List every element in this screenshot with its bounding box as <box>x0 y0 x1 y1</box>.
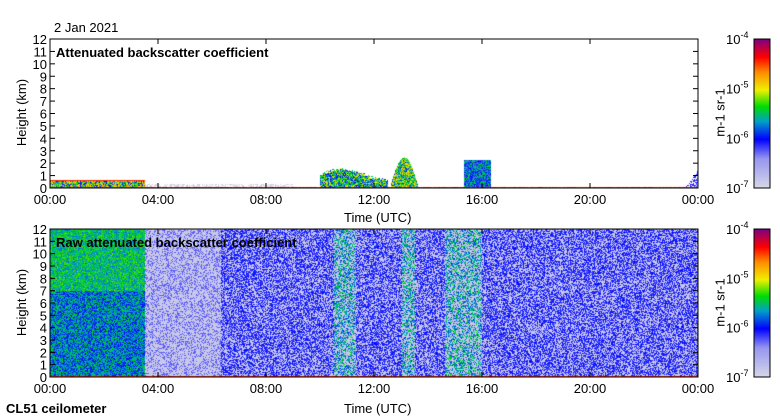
colorbar-frame <box>753 38 771 189</box>
x-tick-label: 08:00 <box>250 192 283 207</box>
x-tick-label: 00:00 <box>682 192 715 207</box>
y-tick-label: 12 <box>33 222 47 237</box>
plot-frame <box>49 228 699 378</box>
colorbar-tick-label: 10-4 <box>726 30 748 47</box>
date-label: 2 Jan 2021 <box>54 20 119 35</box>
colorbar-label-top: m-1 sr-1 <box>712 88 728 137</box>
heatmap-attenuated-backscatter <box>50 39 698 188</box>
ylabel-top: Height (km) <box>14 78 30 147</box>
x-tick-label: 04:00 <box>142 192 175 207</box>
ylabel-bottom: Height (km) <box>14 268 30 337</box>
y-tick-label: 2 <box>40 345 47 360</box>
plot-frame <box>49 38 699 189</box>
x-tick-label: 16:00 <box>466 381 499 396</box>
heatmap-raw-backscatter <box>50 229 698 377</box>
colorbar-tick-label: 10-7 <box>726 179 748 196</box>
plot-title-top: Attenuated backscatter coefficient <box>56 45 269 60</box>
y-tick-label: 10 <box>33 247 47 262</box>
colorbar-frame <box>753 228 771 378</box>
y-tick-label: 11 <box>34 234 48 249</box>
instrument-label: CL51 ceilometer <box>6 401 107 416</box>
x-tick-label: 00:00 <box>682 381 715 396</box>
y-tick-label: 3 <box>40 333 47 348</box>
x-tick-label: 20:00 <box>574 192 607 207</box>
xlabel-bottom: Time (UTC) <box>344 401 412 416</box>
xlabel-top: Time (UTC) <box>344 210 412 225</box>
y-tick-label: 1 <box>40 358 47 373</box>
y-tick-label: 4 <box>40 321 47 336</box>
colorbar-bottom <box>754 229 770 377</box>
y-tick-label: 11 <box>34 44 48 59</box>
y-tick-label: 9 <box>40 69 47 84</box>
x-tick-label: 12:00 <box>358 192 391 207</box>
y-tick-label: 9 <box>40 259 47 274</box>
x-tick-label: 04:00 <box>142 381 175 396</box>
colorbar-tick-label: 10-5 <box>726 269 748 286</box>
y-tick-label: 2 <box>40 156 47 171</box>
x-tick-label: 00:00 <box>34 192 67 207</box>
y-tick-label: 5 <box>40 308 47 323</box>
y-tick-label: 8 <box>40 82 47 97</box>
y-tick-label: 3 <box>40 144 47 159</box>
y-tick-label: 8 <box>40 271 47 286</box>
plot-title-bottom: Raw attenuated backscatter coefficient <box>56 235 297 250</box>
y-tick-label: 7 <box>40 94 47 109</box>
colorbar-label-bottom: m-1 sr-1 <box>712 278 728 327</box>
y-tick-label: 0 <box>40 181 47 196</box>
colorbar-tick-label: 10-6 <box>726 319 748 336</box>
y-tick-label: 7 <box>40 284 47 299</box>
x-tick-label: 12:00 <box>358 381 391 396</box>
colorbar-tick-label: 10-4 <box>726 220 748 237</box>
y-tick-label: 12 <box>33 32 47 47</box>
colorbar-tick-label: 10-6 <box>726 129 748 146</box>
x-tick-label: 20:00 <box>574 381 607 396</box>
x-tick-label: 16:00 <box>466 192 499 207</box>
y-tick-label: 5 <box>40 119 47 134</box>
colorbar-tick-label: 10-5 <box>726 80 748 97</box>
y-tick-label: 6 <box>40 296 47 311</box>
y-tick-label: 4 <box>40 131 47 146</box>
y-tick-label: 0 <box>40 370 47 385</box>
colorbar-top <box>754 39 770 188</box>
y-tick-label: 1 <box>40 169 47 184</box>
y-tick-label: 10 <box>33 57 47 72</box>
colorbar-tick-label: 10-7 <box>726 368 748 385</box>
x-tick-label: 08:00 <box>250 381 283 396</box>
y-tick-label: 6 <box>40 107 47 122</box>
x-tick-label: 00:00 <box>34 381 67 396</box>
